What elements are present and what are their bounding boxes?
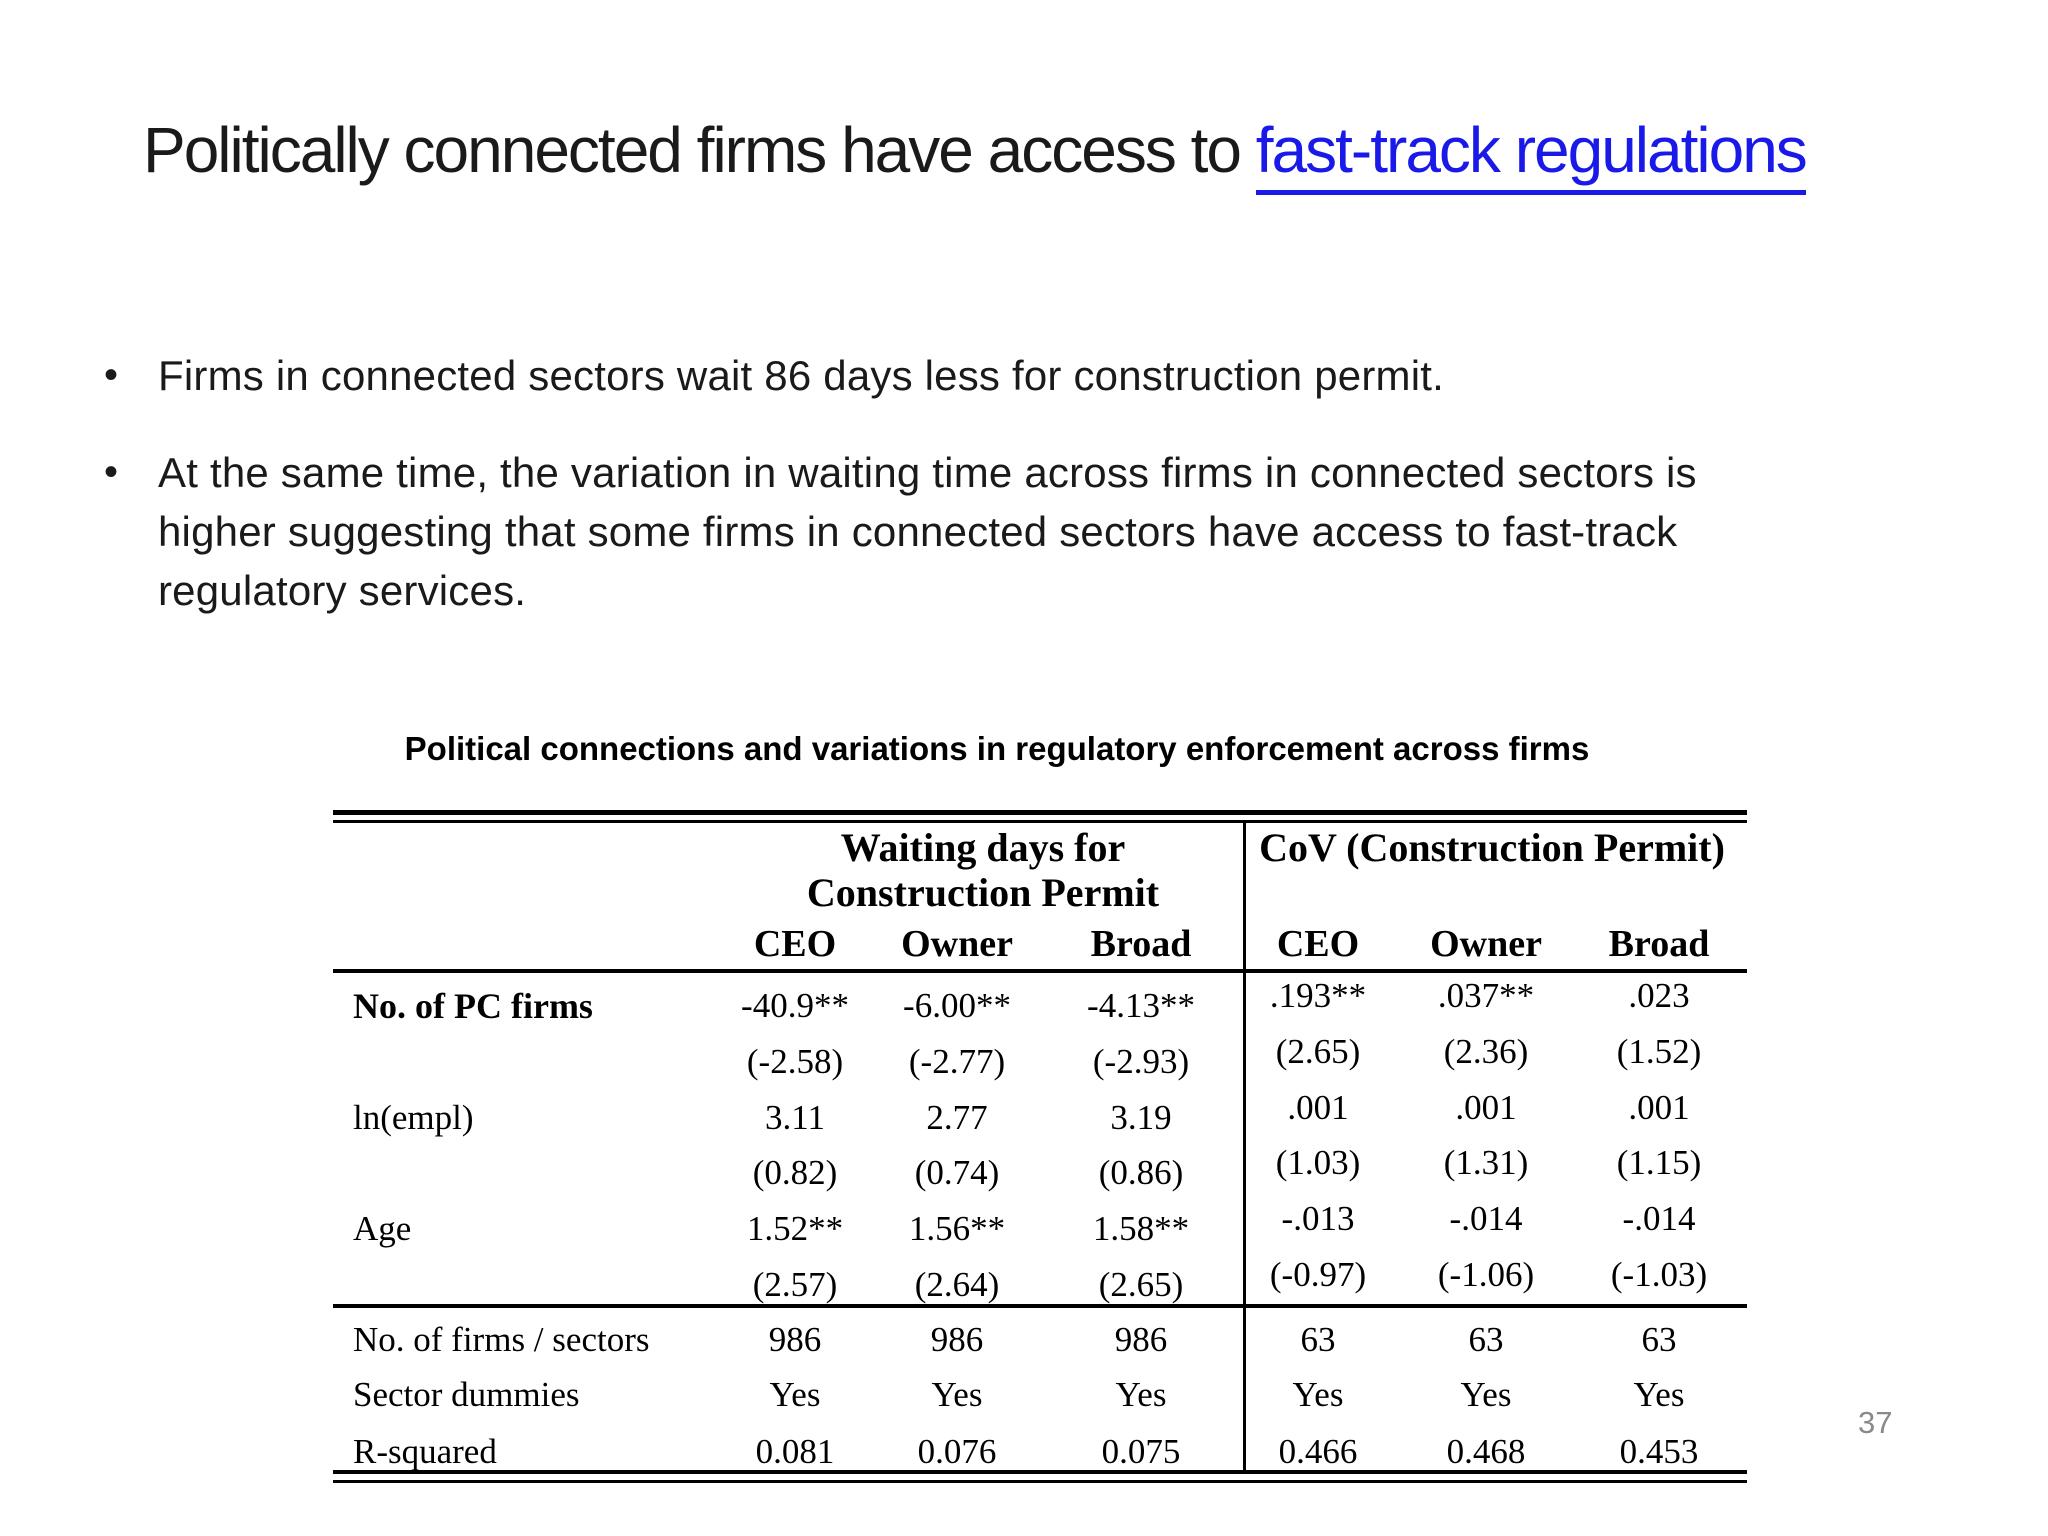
table-cell: -6.00**: [903, 986, 1011, 1025]
bullet-2-line-3: regulatory services.: [158, 567, 527, 614]
table-cell: (1.52): [1616, 1032, 1702, 1071]
table-cell: -4.13**: [1087, 986, 1195, 1025]
table-col-header: CEO: [753, 923, 837, 965]
table-cell: .001: [1455, 1088, 1517, 1127]
table-col-header: Broad: [1608, 923, 1710, 965]
table-cell: .001: [1287, 1088, 1349, 1127]
table-cell: -40.9**: [741, 986, 849, 1025]
table-cell: Yes: [1292, 1375, 1344, 1414]
table-cell: .023: [1628, 976, 1690, 1015]
table-cell: 2.77: [926, 1098, 988, 1137]
table-cell: -.014: [1449, 1199, 1523, 1238]
table-cell: 986: [930, 1320, 984, 1359]
table-cell: 63: [1300, 1320, 1336, 1359]
table-row-label: R-squared: [353, 1432, 497, 1471]
table-cell: 986: [1114, 1320, 1168, 1359]
table-col-header: Owner: [1430, 923, 1542, 965]
table-cell: (1.15): [1616, 1143, 1702, 1182]
table-cell: -.013: [1281, 1199, 1355, 1238]
table-cell: (1.31): [1443, 1143, 1529, 1182]
table-cell: 0.453: [1619, 1432, 1699, 1471]
table-group-header-cov: CoV (Construction Permit): [1259, 825, 1725, 870]
table-row-label: No. of firms / sectors: [353, 1320, 650, 1359]
table-cell: 0.075: [1101, 1432, 1181, 1471]
table-cell: (-2.93): [1092, 1042, 1190, 1081]
table-cell: (-1.03): [1610, 1255, 1708, 1294]
table-group-header-waiting-2: Construction Permit: [806, 870, 1160, 915]
table-col-header: Owner: [901, 923, 1013, 965]
table-cell: (0.74): [914, 1153, 1000, 1192]
table-cell: (0.86): [1098, 1153, 1184, 1192]
table-cell: (1.03): [1275, 1143, 1361, 1182]
table-col-header: CEO: [1276, 923, 1360, 965]
table-row-label: No. of PC firms: [353, 986, 593, 1026]
table-rule-top-inner: [333, 820, 1747, 823]
table-row-label: Age: [353, 1209, 412, 1248]
table-cell: (2.65): [1275, 1032, 1361, 1071]
bullet-item-1: Firms in connected sectors wait 86 days …: [158, 346, 1444, 405]
table-cell: Yes: [769, 1375, 821, 1414]
table-cell: 1.52**: [746, 1209, 844, 1248]
table-cell: 1.56**: [908, 1209, 1006, 1248]
table-cell: (2.57): [752, 1265, 838, 1304]
table-cell: (2.64): [914, 1265, 1000, 1304]
fast-track-regulations-link[interactable]: fast-track regulations: [1255, 114, 1808, 195]
bullet-icon: •: [104, 353, 119, 397]
table-rule-bottom-inner: [333, 1470, 1747, 1474]
page-title: Politically connected firms have access …: [143, 112, 1808, 195]
table-caption: Political connections and variations in …: [404, 730, 1590, 767]
table-cell: 0.076: [917, 1432, 997, 1471]
table-cell: (2.36): [1443, 1032, 1529, 1071]
bullet-2-line-2: higher suggesting that some firms in con…: [158, 508, 1678, 555]
table-cell: (-0.97): [1269, 1255, 1367, 1294]
table-cell: 1.58**: [1092, 1209, 1190, 1248]
table-row-label: Sector dummies: [353, 1375, 580, 1414]
table-rule-bottom-outer: [333, 1480, 1747, 1483]
table-cell: .193**: [1269, 976, 1367, 1015]
table-cell: (0.82): [752, 1153, 838, 1192]
page-number: 37: [1858, 1405, 1893, 1440]
table-divider-vertical: [1243, 823, 1246, 1470]
table-cell: .001: [1628, 1088, 1690, 1127]
table-cell: 3.19: [1110, 1098, 1172, 1137]
table-cell: 986: [768, 1320, 822, 1359]
table-cell: -.014: [1622, 1199, 1696, 1238]
table-cell: (-2.77): [908, 1042, 1006, 1081]
table-rule-mid: [333, 1304, 1747, 1308]
table-row-label: ln(empl): [353, 1098, 474, 1137]
bullet-item-2: At the same time, the variation in waiti…: [158, 443, 1697, 620]
table-cell: 63: [1641, 1320, 1677, 1359]
table-cell: .037**: [1437, 976, 1535, 1015]
table-cell: Yes: [1115, 1375, 1167, 1414]
table-group-header-waiting-1: Waiting days for: [840, 825, 1126, 870]
table-rule-header: [333, 969, 1747, 973]
table-cell: Yes: [1633, 1375, 1685, 1414]
table-col-header: Broad: [1090, 923, 1192, 965]
table-cell: 63: [1468, 1320, 1504, 1359]
bullet-icon: •: [104, 450, 119, 494]
page-title-text: Politically connected firms have access …: [143, 114, 1256, 186]
regression-table: Waiting days for Construction Permit CoV (…: [333, 810, 1747, 1486]
table-cell: Yes: [1460, 1375, 1512, 1414]
table-cell: 0.468: [1446, 1432, 1526, 1471]
table-cell: Yes: [931, 1375, 983, 1414]
bullet-2-line-1: At the same time, the variation in waiti…: [158, 449, 1697, 496]
table-rule-top-outer: [333, 810, 1747, 815]
table-cell: 0.466: [1278, 1432, 1358, 1471]
table-cell: 0.081: [755, 1432, 835, 1471]
table-cell: (2.65): [1098, 1265, 1184, 1304]
table-cell: (-2.58): [746, 1042, 844, 1081]
table-cell: 3.11: [765, 1098, 825, 1137]
bullet-1-line-1: Firms in connected sectors wait 86 days …: [158, 352, 1444, 399]
table-cell: (-1.06): [1437, 1255, 1535, 1294]
